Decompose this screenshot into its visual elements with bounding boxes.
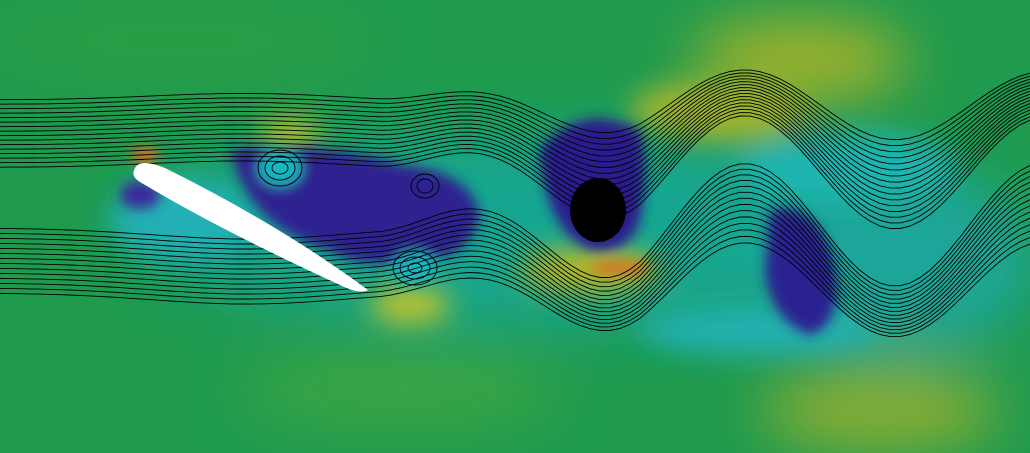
airfoil: [133, 163, 368, 292]
streamline: [0, 168, 1030, 291]
streamline: [0, 90, 1030, 183]
streamline: [0, 87, 1030, 177]
streamline: [0, 108, 1030, 218]
streamline: [0, 242, 1030, 338]
streamline: [0, 191, 1030, 308]
streamline: [0, 112, 1030, 224]
streamline: [0, 72, 1030, 147]
streamline: [0, 69, 1030, 140]
streamlines: [0, 69, 1030, 338]
streamline: [0, 180, 1030, 300]
streamline: [0, 81, 1030, 165]
streamline: [0, 197, 1030, 312]
streamline: [0, 174, 1030, 296]
streamline: [0, 185, 1030, 304]
streamline: [0, 78, 1030, 159]
streamline: [0, 115, 1030, 229]
streamline: [0, 93, 1030, 189]
streamline: [0, 102, 1030, 207]
vortices: [257, 149, 440, 286]
vortex-core: [570, 178, 626, 242]
streamline: [0, 96, 1030, 195]
streamline: [0, 229, 1030, 331]
streamline: [0, 75, 1030, 153]
streamline: [0, 203, 1030, 316]
streamline: [0, 99, 1030, 201]
streamline: [0, 216, 1030, 324]
streamline: [0, 222, 1030, 327]
streamline: [0, 163, 1030, 287]
streamline: [0, 105, 1030, 212]
streamline: [0, 210, 1030, 320]
streamline: [0, 84, 1030, 171]
streamline: [0, 235, 1030, 334]
